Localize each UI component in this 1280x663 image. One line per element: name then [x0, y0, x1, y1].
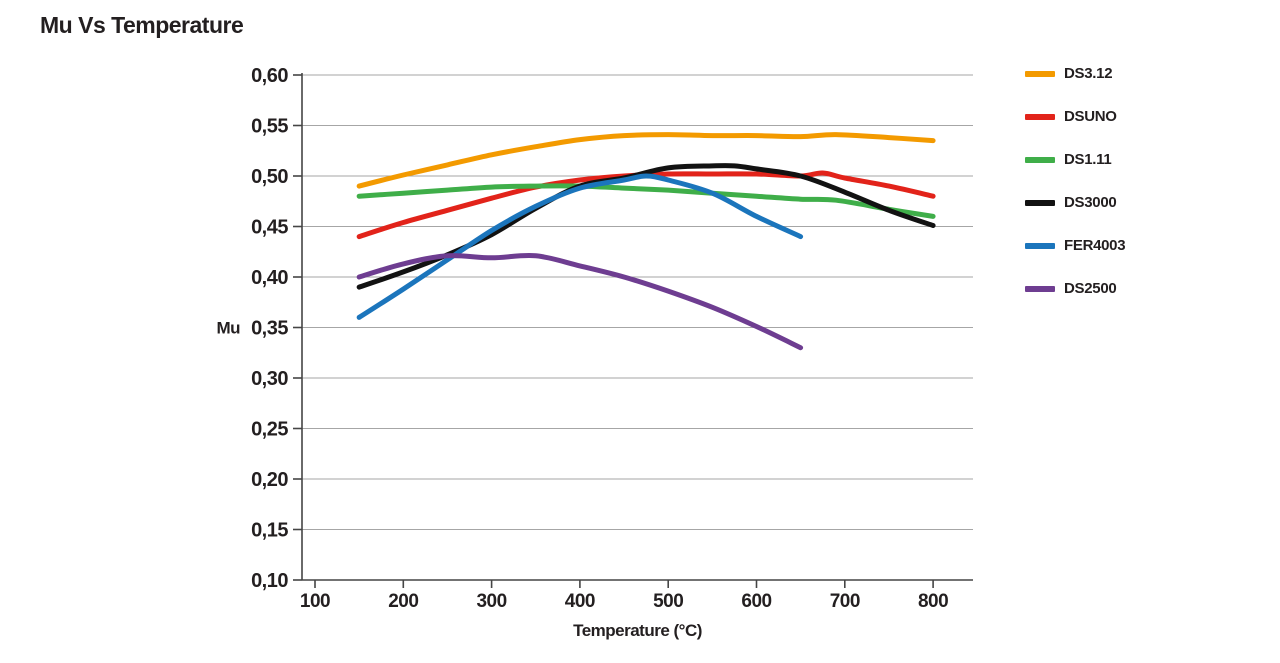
legend-label: DSUNO [1064, 108, 1117, 125]
y-tick-label: 0,50 [251, 166, 288, 188]
legend-swatch-icon [1025, 113, 1055, 120]
legend-item-ds3.12: DS3.12 [1025, 52, 1125, 95]
legend-swatch-icon [1025, 199, 1055, 206]
legend-item-ds2500: DS2500 [1025, 267, 1125, 310]
series-line-ds3.12 [356, 132, 936, 189]
y-tick-label: 0,15 [251, 520, 288, 542]
x-axis-title: Temperature (°C) [573, 621, 702, 640]
legend-label: FER4003 [1064, 237, 1126, 254]
y-tick-label: 0,40 [251, 267, 288, 289]
legend-label: DS3.12 [1064, 65, 1113, 82]
y-tick-label: 0,30 [251, 368, 288, 390]
legend-item-fer4003: FER4003 [1025, 224, 1126, 267]
legend-swatch-icon [1025, 285, 1055, 292]
x-tick-label: 600 [741, 591, 771, 612]
chart-legend: DS3.12 DSUNO DS1.11 DS3000 FER4003 DS2500 [1025, 52, 1126, 310]
legend-item-ds1.11: DS1.11 [1025, 138, 1125, 181]
y-axis-title: Mu [216, 319, 240, 338]
x-tick-label: 400 [565, 591, 595, 612]
series-line-fer4003 [356, 173, 804, 320]
legend-swatch-icon [1025, 242, 1055, 249]
legend-label: DS3000 [1064, 194, 1117, 211]
x-tick-label: 500 [653, 591, 683, 612]
y-tick-label: 0,45 [251, 217, 288, 239]
y-tick-label: 0,60 [251, 65, 288, 87]
x-tick-label: 100 [300, 591, 330, 612]
chart-title: Mu Vs Temperature [40, 12, 244, 38]
legend-item-dsuno: DSUNO [1025, 95, 1125, 138]
x-tick-label: 700 [830, 591, 860, 612]
y-tick-label: 0,55 [251, 116, 288, 138]
x-tick-label: 200 [388, 591, 418, 612]
y-tick-label: 0,25 [251, 419, 288, 441]
y-tick-label: 0,10 [251, 570, 288, 592]
legend-item-ds3000: DS3000 [1025, 181, 1125, 224]
legend-swatch-icon [1025, 70, 1055, 77]
legend-label: DS1.11 [1064, 151, 1112, 168]
legend-swatch-icon [1025, 156, 1055, 163]
series-line-dsuno [356, 170, 936, 240]
y-tick-label: 0,20 [251, 469, 288, 491]
series-line-ds2500 [356, 252, 804, 351]
y-tick-label: 0,35 [251, 318, 288, 340]
series-line-ds1.11 [356, 183, 936, 219]
x-tick-label: 800 [918, 591, 948, 612]
x-tick-label: 300 [476, 591, 506, 612]
legend-label: DS2500 [1064, 280, 1117, 297]
